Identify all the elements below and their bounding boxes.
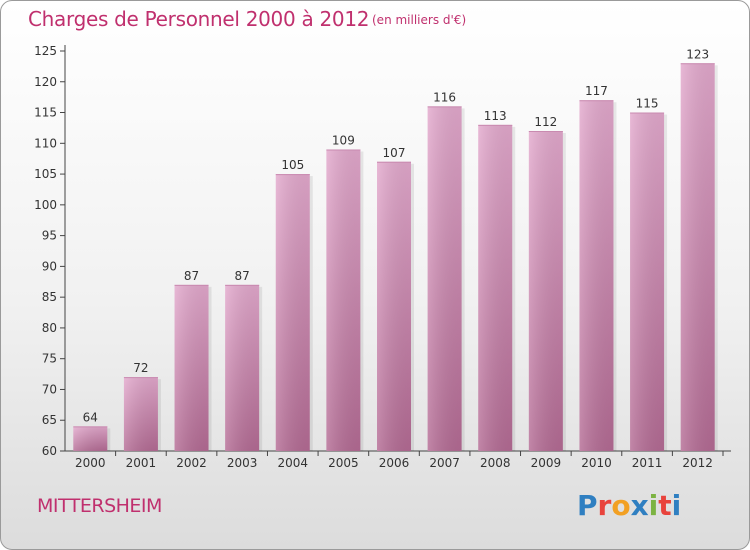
value-labels: 64 72 87 87 105 109 107 116 113 112 117 115 123 [83, 47, 709, 424]
commune-name: MITTERSHEIM [37, 495, 162, 517]
y-axis: 60 65 70 75 80 85 90 95 100 105 110 115 120 125 [34, 44, 66, 458]
bar-value-label: 123 [686, 47, 709, 61]
y-tick-label: 95 [42, 229, 57, 243]
bar-value-label: 105 [281, 158, 304, 172]
bar-shading [275, 174, 310, 452]
bar-value-label: 72 [133, 361, 148, 375]
bar-shading [225, 284, 260, 451]
y-tick-label: 65 [42, 413, 57, 427]
y-tick-label: 90 [42, 259, 57, 273]
x-tick-label: 2007 [429, 456, 460, 470]
logo-letter: P [577, 489, 598, 522]
y-tick-label: 80 [42, 321, 57, 335]
proxiti-logo: Proxiti [577, 489, 681, 523]
bar-shading [377, 161, 411, 451]
y-tick-label: 60 [42, 444, 57, 458]
x-tick-label: 2005 [328, 456, 359, 470]
x-tick-label: 2008 [480, 456, 511, 470]
bar-value-label: 87 [235, 269, 250, 283]
bar-shading [326, 149, 361, 451]
x-tick-label: 2004 [277, 456, 308, 470]
bar-value-label: 115 [636, 97, 659, 111]
x-tick-label: 2001 [126, 456, 157, 470]
bar-value-label: 109 [332, 133, 355, 147]
bar-value-label: 87 [184, 269, 199, 283]
chart-subtitle: (en milliers d'€) [372, 13, 467, 27]
bar-shading [478, 124, 513, 451]
bar-shading [630, 112, 665, 452]
bars [73, 63, 718, 452]
x-tick-label: 2002 [176, 456, 207, 470]
x-axis: 2000 2001 2002 2003 2004 2005 2006 2007 2008 2009… [65, 450, 731, 470]
x-tick-label: 2010 [581, 456, 612, 470]
bar-shading [579, 100, 614, 451]
x-tick-label: 2003 [227, 456, 258, 470]
bar-value-label: 64 [83, 410, 98, 424]
bar-value-label: 117 [585, 84, 608, 98]
chart-title: Charges de Personnel 2000 à 2012 [28, 7, 370, 31]
bar-shading [73, 426, 108, 451]
logo-letter: i [648, 489, 659, 522]
bar-shading [680, 63, 715, 452]
bar-shading [427, 106, 462, 451]
x-tick-label: 2011 [632, 456, 663, 470]
logo-letter: i [671, 489, 682, 522]
logo-letter: o [611, 489, 631, 522]
bar-value-label: 112 [534, 115, 557, 129]
y-tick-label: 105 [34, 167, 57, 181]
bar-shading [174, 284, 209, 451]
y-tick-label: 115 [34, 106, 57, 120]
y-tick-label: 70 [42, 382, 57, 396]
bar-value-label: 107 [383, 146, 406, 160]
logo-letter: r [597, 489, 612, 522]
y-tick-label: 85 [42, 290, 57, 304]
bar-shading [123, 377, 158, 451]
x-tick-label: 2012 [682, 456, 713, 470]
x-tick-label: 2000 [75, 456, 106, 470]
y-tick-label: 100 [34, 198, 57, 212]
y-tick-label: 125 [34, 44, 57, 58]
y-tick-label: 110 [34, 136, 57, 150]
y-tick-label: 75 [42, 352, 57, 366]
y-tick-label: 120 [34, 75, 57, 89]
x-tick-label: 2006 [379, 456, 410, 470]
bar-value-label: 113 [484, 109, 507, 123]
x-tick-label: 2009 [531, 456, 562, 470]
bar-value-label: 116 [433, 90, 456, 104]
bar-shading [528, 131, 563, 451]
logo-letter: t [658, 489, 672, 522]
logo-letter: x [630, 489, 649, 522]
